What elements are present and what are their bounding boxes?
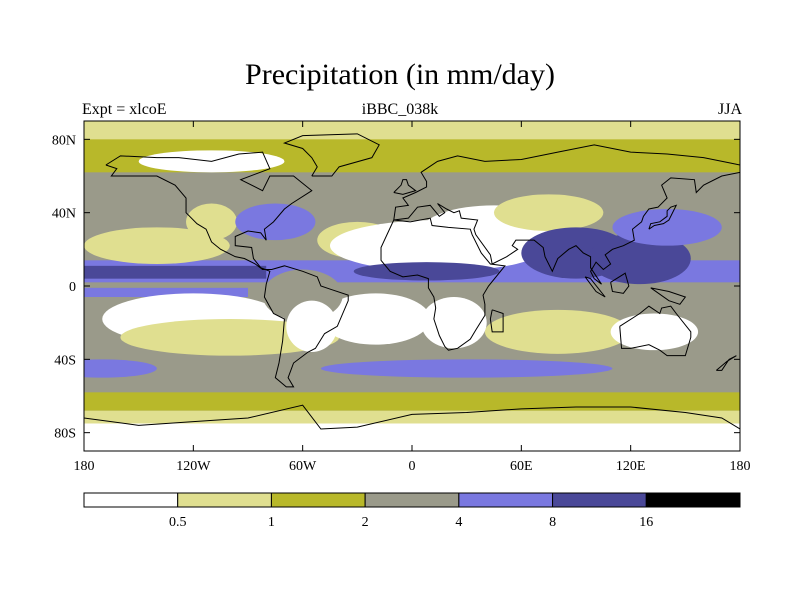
field-dry-ne-pacific xyxy=(84,227,230,264)
colorbar-swatch xyxy=(364,492,460,508)
colorbar-label: 0.5 xyxy=(169,515,187,530)
coastline-4 xyxy=(393,179,417,195)
coastline-7 xyxy=(489,309,504,333)
field-s-pacific-storm-track xyxy=(84,359,157,378)
run-id-label: iBBC_038k xyxy=(361,101,439,118)
colorbar-swatch xyxy=(552,492,647,508)
field-dry-s-indian xyxy=(484,309,631,354)
field-band-antarctic-edge xyxy=(84,410,740,424)
colorbar-swatch xyxy=(83,492,179,508)
x-tick-label: 180 xyxy=(730,459,751,474)
coastline-11 xyxy=(650,287,687,305)
field-band-arctic-cap xyxy=(84,121,740,140)
field-west-africa-monsoon xyxy=(353,262,500,281)
colorbar-label: 2 xyxy=(362,515,369,530)
field-s-america-dry xyxy=(286,300,338,353)
colorbar-swatch xyxy=(270,492,366,508)
field-band-itcz-core xyxy=(84,265,267,279)
coastline-6 xyxy=(84,404,740,430)
y-tick-label: 40N xyxy=(52,207,76,222)
chart-title: Precipitation (in mm/day) xyxy=(245,58,555,91)
colorbar-labels: 0.5 1 2 4 8 16 xyxy=(169,515,653,530)
colorbar-swatch xyxy=(177,492,272,508)
colorbar xyxy=(83,492,741,508)
y-tick-label: 80N xyxy=(52,133,76,148)
coastline-8 xyxy=(648,204,678,230)
coastline-9 xyxy=(584,276,606,298)
coastline-3 xyxy=(393,144,740,285)
axis-ticks xyxy=(83,121,741,451)
coastline-0 xyxy=(105,151,349,388)
x-tick-label: 0 xyxy=(409,459,416,474)
field-kuroshio xyxy=(612,209,722,246)
x-tick-label: 60W xyxy=(289,459,317,474)
colorbar-label: 8 xyxy=(549,515,556,530)
field-dry-s-atlantic xyxy=(320,293,431,345)
field-dry-sw-us xyxy=(186,203,238,241)
coastline-2 xyxy=(380,217,506,351)
coastline-1 xyxy=(282,133,380,177)
y-tick-label: 80S xyxy=(54,427,76,442)
x-tick-label: 120E xyxy=(616,459,646,474)
field-w-pacific-warm-pool xyxy=(588,232,691,285)
coastline-5 xyxy=(619,305,692,357)
precipitation-map xyxy=(84,121,740,451)
coastline-10 xyxy=(610,272,630,294)
field-s-africa-dry xyxy=(421,297,487,349)
season-label: JJA xyxy=(717,101,742,118)
y-axis-labels: 80N 40N 0 40S 80S xyxy=(52,133,76,441)
y-tick-label: 40S xyxy=(54,353,76,368)
field-southern-storm-track xyxy=(320,359,613,378)
y-tick-label: 0 xyxy=(69,280,76,295)
field-band-south-itcz xyxy=(84,287,248,297)
x-tick-label: 120W xyxy=(176,459,211,474)
colorbar-label: 1 xyxy=(268,515,275,530)
coastline-12 xyxy=(715,355,737,371)
colorbar-label: 4 xyxy=(455,515,462,530)
field-gulf-stream xyxy=(235,203,316,241)
colorbar-label: 16 xyxy=(639,515,653,530)
x-tick-label: 60E xyxy=(510,459,533,474)
colorbar-swatch xyxy=(458,492,554,508)
x-axis-labels: 180 120W 60W 0 60E 120E 180 xyxy=(74,459,751,474)
field-central-asia xyxy=(494,194,604,232)
colorbar-swatch xyxy=(645,492,741,508)
x-tick-label: 180 xyxy=(74,459,95,474)
field-australia-dry xyxy=(610,313,699,351)
field-band-southern xyxy=(84,392,740,411)
experiment-label: Expt = xlcoE xyxy=(82,101,167,118)
field-dry-se-pacific-edge xyxy=(120,319,340,356)
